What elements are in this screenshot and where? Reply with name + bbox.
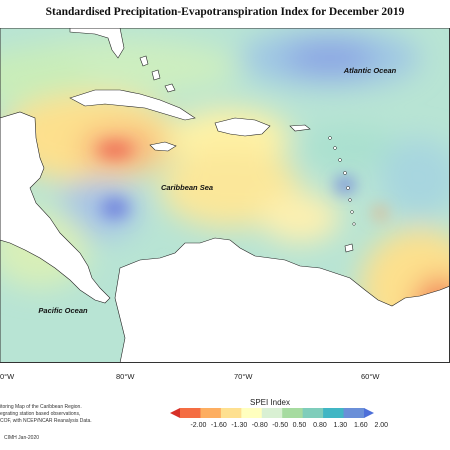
legend-tick-label: 0.80 [313, 422, 327, 429]
legend-tick-label: 0.50 [292, 422, 307, 429]
bahamas-land [139, 55, 176, 93]
south-america-land [114, 237, 450, 363]
legend-tick-label: 1.30 [333, 422, 348, 429]
longitude-label-partial: 0°W [0, 372, 15, 381]
legend-color-segment [282, 408, 304, 418]
note-line-1: itoring Map of the Caribbean Region. [0, 404, 82, 410]
legend-color-right-arrow [364, 408, 374, 418]
legend-tick-label: -1.60 [210, 422, 227, 429]
legend-color-segment [261, 408, 283, 418]
atlantic-ocean-label: Atlantic Ocean [343, 66, 397, 75]
legend-color-segment [343, 408, 365, 418]
lesser-antilles [328, 136, 356, 226]
legend-colorbar [170, 408, 374, 418]
florida-land [69, 28, 125, 59]
legend-tick-label: -0.80 [251, 422, 268, 429]
longitude-label-70w: 70°W [234, 372, 253, 381]
longitude-label-60w: 60°W [361, 372, 380, 381]
map-title: Standardised Precipitation-Evapotranspir… [45, 6, 405, 18]
legend-color-left-arrow [170, 408, 180, 418]
legend-tick-label: 1.60 [354, 422, 368, 429]
pacific-ocean-label: Pacific Ocean [38, 306, 88, 315]
hispaniola-land [214, 117, 271, 137]
legend-color-segment [200, 408, 222, 418]
cuba-land [69, 89, 196, 121]
legend-color-segment [302, 408, 324, 418]
note-credit: CIMH Jan-2020 [4, 435, 40, 441]
legend-color-segment [220, 408, 242, 418]
puerto-rico-land [289, 124, 311, 132]
legend-color-segment [180, 408, 201, 418]
longitude-label-80w: 80°W [116, 372, 135, 381]
jamaica-land [149, 141, 177, 152]
legend-tick-label: 2.00 [374, 422, 389, 429]
legend-tick-label: -1.30 [231, 422, 248, 429]
legend-color-segment [241, 408, 263, 418]
legend-tick-label: -0.50 [272, 422, 289, 429]
legend-color-segment [323, 408, 345, 418]
trinidad-land [344, 243, 354, 253]
note-line-3: COF, with NCEP/NCAR Reanalysis Data. [0, 418, 92, 424]
caribbean-sea-label: Caribbean Sea [161, 183, 213, 192]
note-line-2: egrating station based observations, [0, 411, 81, 417]
legend-tick-label: -2.00 [190, 422, 207, 429]
spei-map: Atlantic Ocean Caribbean Sea Pacific Oce… [0, 28, 450, 363]
legend-title: SPEI Index [249, 398, 291, 407]
central-america-land [0, 111, 111, 304]
